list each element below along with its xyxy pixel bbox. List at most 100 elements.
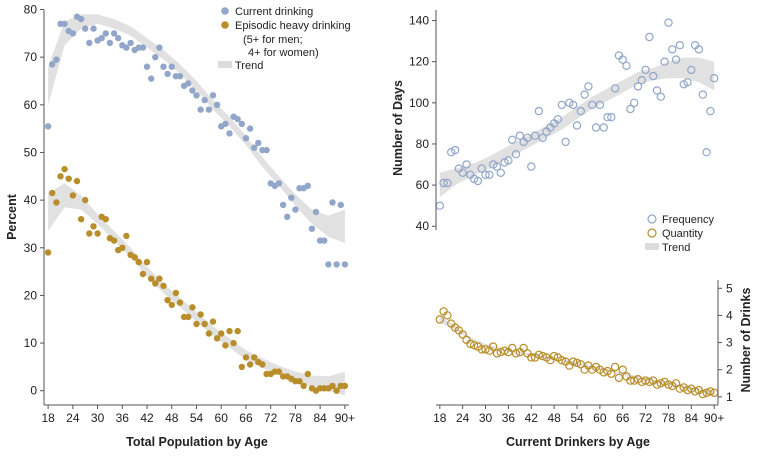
point-current-drinking: [44, 123, 52, 130]
point-frequency: [443, 178, 452, 188]
point-frequency: [584, 82, 593, 91]
point-current-drinking: [148, 75, 155, 82]
point-episodic-heavy-drinking: [230, 339, 237, 347]
point-episodic-heavy-drinking: [197, 311, 204, 318]
point-episodic-heavy-drinking: [69, 192, 77, 199]
point-episodic-heavy-drinking: [139, 270, 147, 278]
legend-label-trend: Trend: [235, 60, 263, 72]
point-episodic-heavy-drinking: [189, 304, 196, 311]
point-episodic-heavy-drinking: [102, 216, 110, 223]
trend-band-trend-current-drinking: [48, 14, 345, 243]
point-current-drinking: [238, 120, 245, 128]
point-current-drinking: [279, 201, 287, 209]
point-frequency: [656, 92, 666, 101]
point-episodic-heavy-drinking: [168, 301, 175, 309]
point-episodic-heavy-drinking: [226, 327, 233, 335]
point-current-drinking: [193, 92, 200, 99]
y-axis-title-left: Number of Days: [391, 80, 405, 176]
point-episodic-heavy-drinking: [213, 335, 221, 342]
point-current-drinking: [321, 237, 328, 244]
chart-current-drinkers: 18 24 30 36 42 48 54 60 66 72 78 84 90+4060801001201…: [391, 10, 753, 449]
point-current-drinking: [139, 44, 147, 51]
point-quantity: [599, 368, 608, 377]
y-left-tick-label: 80: [416, 137, 430, 151]
point-frequency: [553, 115, 563, 124]
point-current-drinking: [82, 25, 89, 32]
point-frequency: [508, 135, 517, 144]
point-quantity: [489, 342, 498, 351]
point-current-drinking: [197, 106, 204, 113]
point-current-drinking: [333, 261, 340, 268]
legend-label-quantity: Quantity: [662, 228, 703, 240]
point-quantity: [458, 330, 467, 339]
point-quantity: [645, 377, 654, 387]
point-current-drinking: [329, 199, 336, 206]
x-tick-label: 42: [140, 411, 154, 425]
point-current-drinking: [86, 39, 93, 47]
y-tick-label: 10: [24, 336, 38, 350]
point-episodic-heavy-drinking: [185, 313, 192, 321]
point-current-drinking: [222, 120, 229, 128]
x-tick-label: 78: [662, 411, 676, 425]
point-frequency: [671, 55, 681, 64]
point-current-drinking: [251, 144, 258, 151]
point-frequency: [439, 178, 448, 188]
y-right-tick-label: 5: [726, 281, 733, 295]
point-frequency: [664, 18, 673, 27]
point-episodic-heavy-drinking: [242, 354, 250, 361]
x-tick-label: 36: [502, 411, 516, 425]
point-frequency: [599, 123, 608, 132]
point-episodic-heavy-drinking: [296, 378, 303, 385]
point-frequency: [660, 57, 669, 66]
legend-note-line-1: (5+ for men;: [243, 34, 303, 46]
x-tick-label: 54: [570, 411, 584, 425]
legend-marker-trend: [645, 243, 659, 250]
point-frequency: [702, 147, 711, 157]
point-quantity: [508, 343, 517, 353]
point-episodic-heavy-drinking: [148, 275, 155, 282]
point-current-drinking: [152, 54, 159, 61]
point-quantity: [527, 353, 536, 362]
point-episodic-heavy-drinking: [65, 175, 72, 182]
y-right-tick-label: 3: [726, 336, 733, 350]
point-current-drinking: [284, 213, 291, 220]
point-frequency: [450, 145, 460, 155]
point-frequency: [652, 86, 662, 95]
point-frequency: [710, 73, 719, 83]
x-tick-label: 30: [91, 411, 105, 425]
point-quantity: [652, 380, 662, 389]
point-quantity: [443, 311, 452, 320]
point-episodic-heavy-drinking: [341, 382, 349, 390]
point-quantity: [466, 339, 475, 349]
point-current-drinking: [168, 63, 175, 70]
point-episodic-heavy-drinking: [246, 361, 254, 368]
point-frequency: [569, 100, 578, 110]
point-frequency: [641, 65, 650, 75]
point-frequency: [637, 75, 647, 85]
x-tick-label: 84: [685, 411, 699, 425]
point-current-drinking: [213, 101, 221, 109]
point-current-drinking: [308, 225, 316, 232]
point-quantity: [671, 379, 681, 388]
point-quantity: [656, 379, 666, 388]
point-episodic-heavy-drinking: [193, 320, 200, 328]
point-episodic-heavy-drinking: [222, 342, 229, 349]
point-current-drinking: [69, 30, 77, 37]
point-episodic-heavy-drinking: [49, 189, 56, 197]
point-quantity: [469, 341, 479, 350]
point-frequency: [607, 112, 616, 122]
point-episodic-heavy-drinking: [259, 361, 266, 368]
point-frequency: [435, 201, 444, 210]
point-episodic-heavy-drinking: [156, 275, 163, 282]
legend-note-line-2: 4+ for women): [248, 47, 319, 59]
axes: 18 24 30 36 42 48 54 60 66 72 78 84 90+ 0 10 20 30 40 50 60…: [24, 3, 355, 425]
x-tick-label: 30: [479, 411, 493, 425]
point-quantity: [614, 373, 624, 383]
point-current-drinking: [98, 34, 105, 42]
y-tick-label: 50: [24, 145, 38, 159]
point-current-drinking: [102, 30, 110, 37]
legend-label-episodic-heavy-drinking: Episodic heavy drinking: [235, 20, 351, 32]
point-current-drinking: [312, 208, 320, 216]
trend-band-trend-frequency: [439, 57, 715, 198]
legend-marker-quantity: [647, 228, 657, 238]
